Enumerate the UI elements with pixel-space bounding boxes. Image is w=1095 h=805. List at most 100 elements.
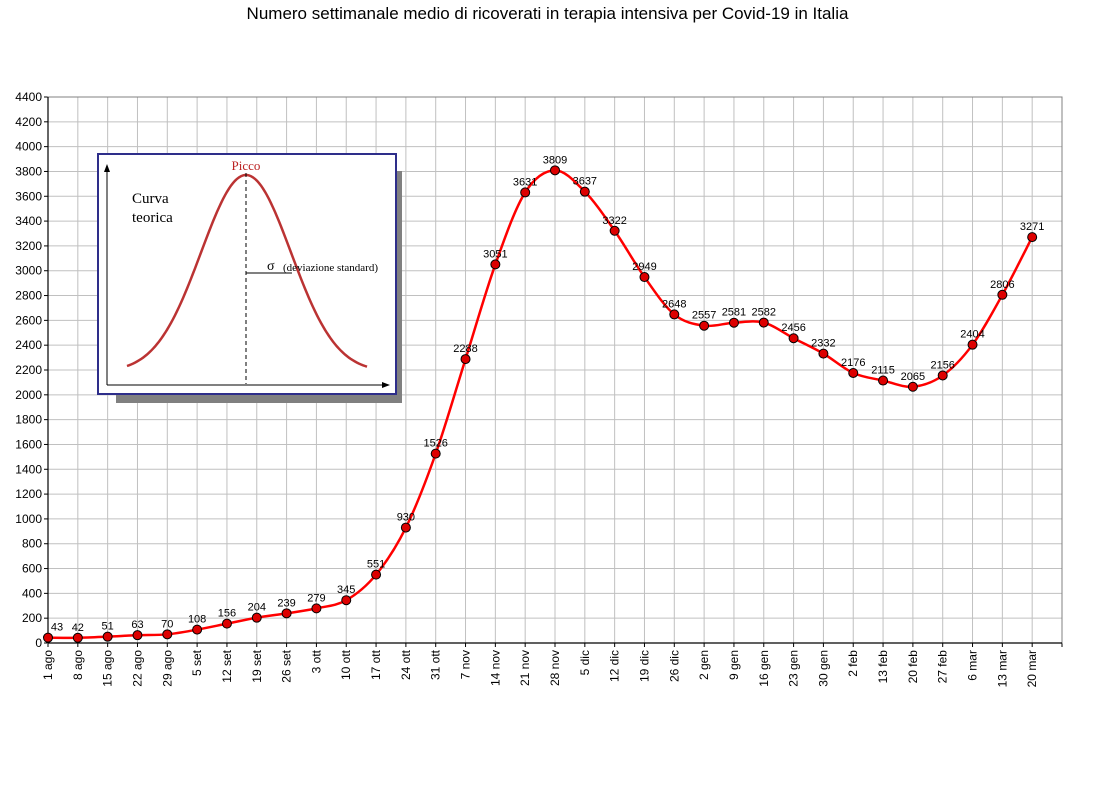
data-label: 43 — [51, 622, 63, 634]
inset-y-arrow — [104, 164, 110, 172]
data-point — [848, 367, 859, 378]
data-label: 2176 — [841, 357, 865, 369]
data-label: 51 — [102, 621, 114, 633]
data-points — [43, 165, 1038, 643]
x-tick-label: 30 gen — [816, 650, 830, 687]
x-tick-label: 19 set — [250, 649, 264, 682]
y-tick-label: 1200 — [15, 487, 42, 501]
y-tick-label: 3800 — [15, 164, 42, 178]
x-tick-label: 14 nov — [488, 650, 502, 686]
data-label: 2332 — [811, 338, 835, 350]
data-label: 3271 — [1020, 221, 1044, 233]
y-tick-label: 1800 — [15, 413, 42, 427]
y-tick-label: 3400 — [15, 214, 42, 228]
data-label: 63 — [131, 619, 143, 631]
data-point — [758, 317, 769, 328]
data-label: 2581 — [722, 307, 746, 319]
data-label: 3322 — [602, 215, 626, 227]
x-tick-label: 6 mar — [966, 650, 980, 681]
data-label: 70 — [161, 618, 173, 630]
inset-peak-label: Picco — [232, 158, 261, 173]
data-label: 156 — [218, 608, 236, 620]
x-tick-label: 23 gen — [787, 650, 801, 687]
x-tick-label: 10 ott — [339, 649, 353, 680]
y-tick-label: 3200 — [15, 239, 42, 253]
data-point — [281, 608, 292, 619]
data-label: 3637 — [573, 176, 597, 188]
data-point — [639, 272, 650, 283]
x-tick-label: 12 dic — [608, 650, 622, 682]
series-line — [47, 169, 1034, 640]
data-point — [609, 225, 620, 236]
data-label: 2156 — [930, 359, 954, 371]
data-point — [102, 631, 113, 642]
y-tick-label: 1400 — [15, 462, 42, 476]
y-tick-label: 0 — [35, 636, 42, 650]
inset-curve-label-line2: teorica — [132, 210, 173, 226]
data-point — [579, 186, 590, 197]
axes — [44, 96, 1063, 647]
y-tick-label: 800 — [22, 537, 42, 551]
x-tick-label: 29 ago — [160, 650, 174, 687]
data-label: 3809 — [543, 154, 567, 166]
chart-title: Numero settimanale medio di ricoverati i… — [246, 4, 849, 23]
data-point — [400, 522, 411, 533]
data-point — [788, 333, 799, 344]
data-label: 2115 — [871, 365, 895, 377]
x-tick-label: 19 dic — [637, 650, 651, 682]
data-label: 3631 — [513, 176, 537, 188]
y-tick-label: 3000 — [15, 264, 42, 278]
x-tick-label: 21 nov — [518, 650, 532, 686]
x-tick-label: 17 ott — [369, 649, 383, 680]
y-tick-label: 2400 — [15, 338, 42, 352]
theoretical-curve-inset: Picco Curva teorica σ (deviazione standa… — [97, 153, 402, 403]
x-tick-label: 27 feb — [936, 650, 950, 684]
x-tick-label: 26 set — [280, 649, 294, 682]
data-label: 3051 — [483, 248, 507, 260]
data-label: 2404 — [960, 329, 984, 341]
y-tick-label: 400 — [22, 586, 42, 600]
inset-sigma-symbol: σ — [267, 259, 275, 274]
x-tick-label: 9 gen — [727, 650, 741, 680]
y-tick-label: 4200 — [15, 115, 42, 129]
x-tick-labels: 1 ago 8 ago 15 ago 22 ago 29 ago 5 set 12 set 1… — [41, 649, 1039, 687]
data-point — [967, 339, 978, 350]
data-label: 2582 — [752, 307, 776, 319]
data-label: 2949 — [632, 261, 656, 273]
x-tick-label: 7 nov — [459, 650, 473, 679]
x-tick-label: 3 ott — [309, 649, 323, 673]
y-tick-label: 4400 — [15, 90, 42, 104]
data-point — [550, 165, 560, 176]
x-tick-label: 13 mar — [995, 650, 1009, 687]
data-point — [490, 259, 501, 270]
x-tick-label: 5 dic — [578, 650, 592, 675]
data-point — [937, 370, 948, 381]
data-label: 204 — [248, 602, 266, 614]
y-tick-label: 3600 — [15, 189, 42, 203]
data-point — [460, 354, 471, 365]
inset-curve-label-line1: Curva — [132, 191, 169, 207]
data-point — [221, 618, 232, 629]
y-tick-label: 2800 — [15, 289, 42, 303]
data-label: 108 — [188, 614, 206, 626]
x-tick-label: 13 feb — [876, 650, 890, 684]
data-label: 239 — [277, 597, 295, 609]
data-point — [430, 448, 441, 459]
data-label: 2456 — [781, 322, 805, 334]
data-label: 2557 — [692, 310, 716, 322]
data-point — [72, 632, 83, 643]
data-point — [1027, 232, 1038, 243]
data-point — [132, 630, 143, 641]
y-tick-labels: 0 200 400 600 800 1000 1200 1400 1600 1800 2000 220… — [15, 90, 42, 650]
data-point — [192, 624, 203, 635]
data-label: 2288 — [453, 343, 477, 355]
x-tick-label: 2 feb — [846, 650, 860, 677]
data-label: 279 — [307, 592, 325, 604]
y-tick-label: 200 — [22, 611, 42, 625]
data-point — [699, 320, 710, 331]
x-tick-label: 12 set — [220, 649, 234, 682]
data-label: 1526 — [423, 438, 447, 450]
x-tick-label: 20 mar — [1025, 650, 1039, 687]
data-point — [728, 317, 739, 328]
